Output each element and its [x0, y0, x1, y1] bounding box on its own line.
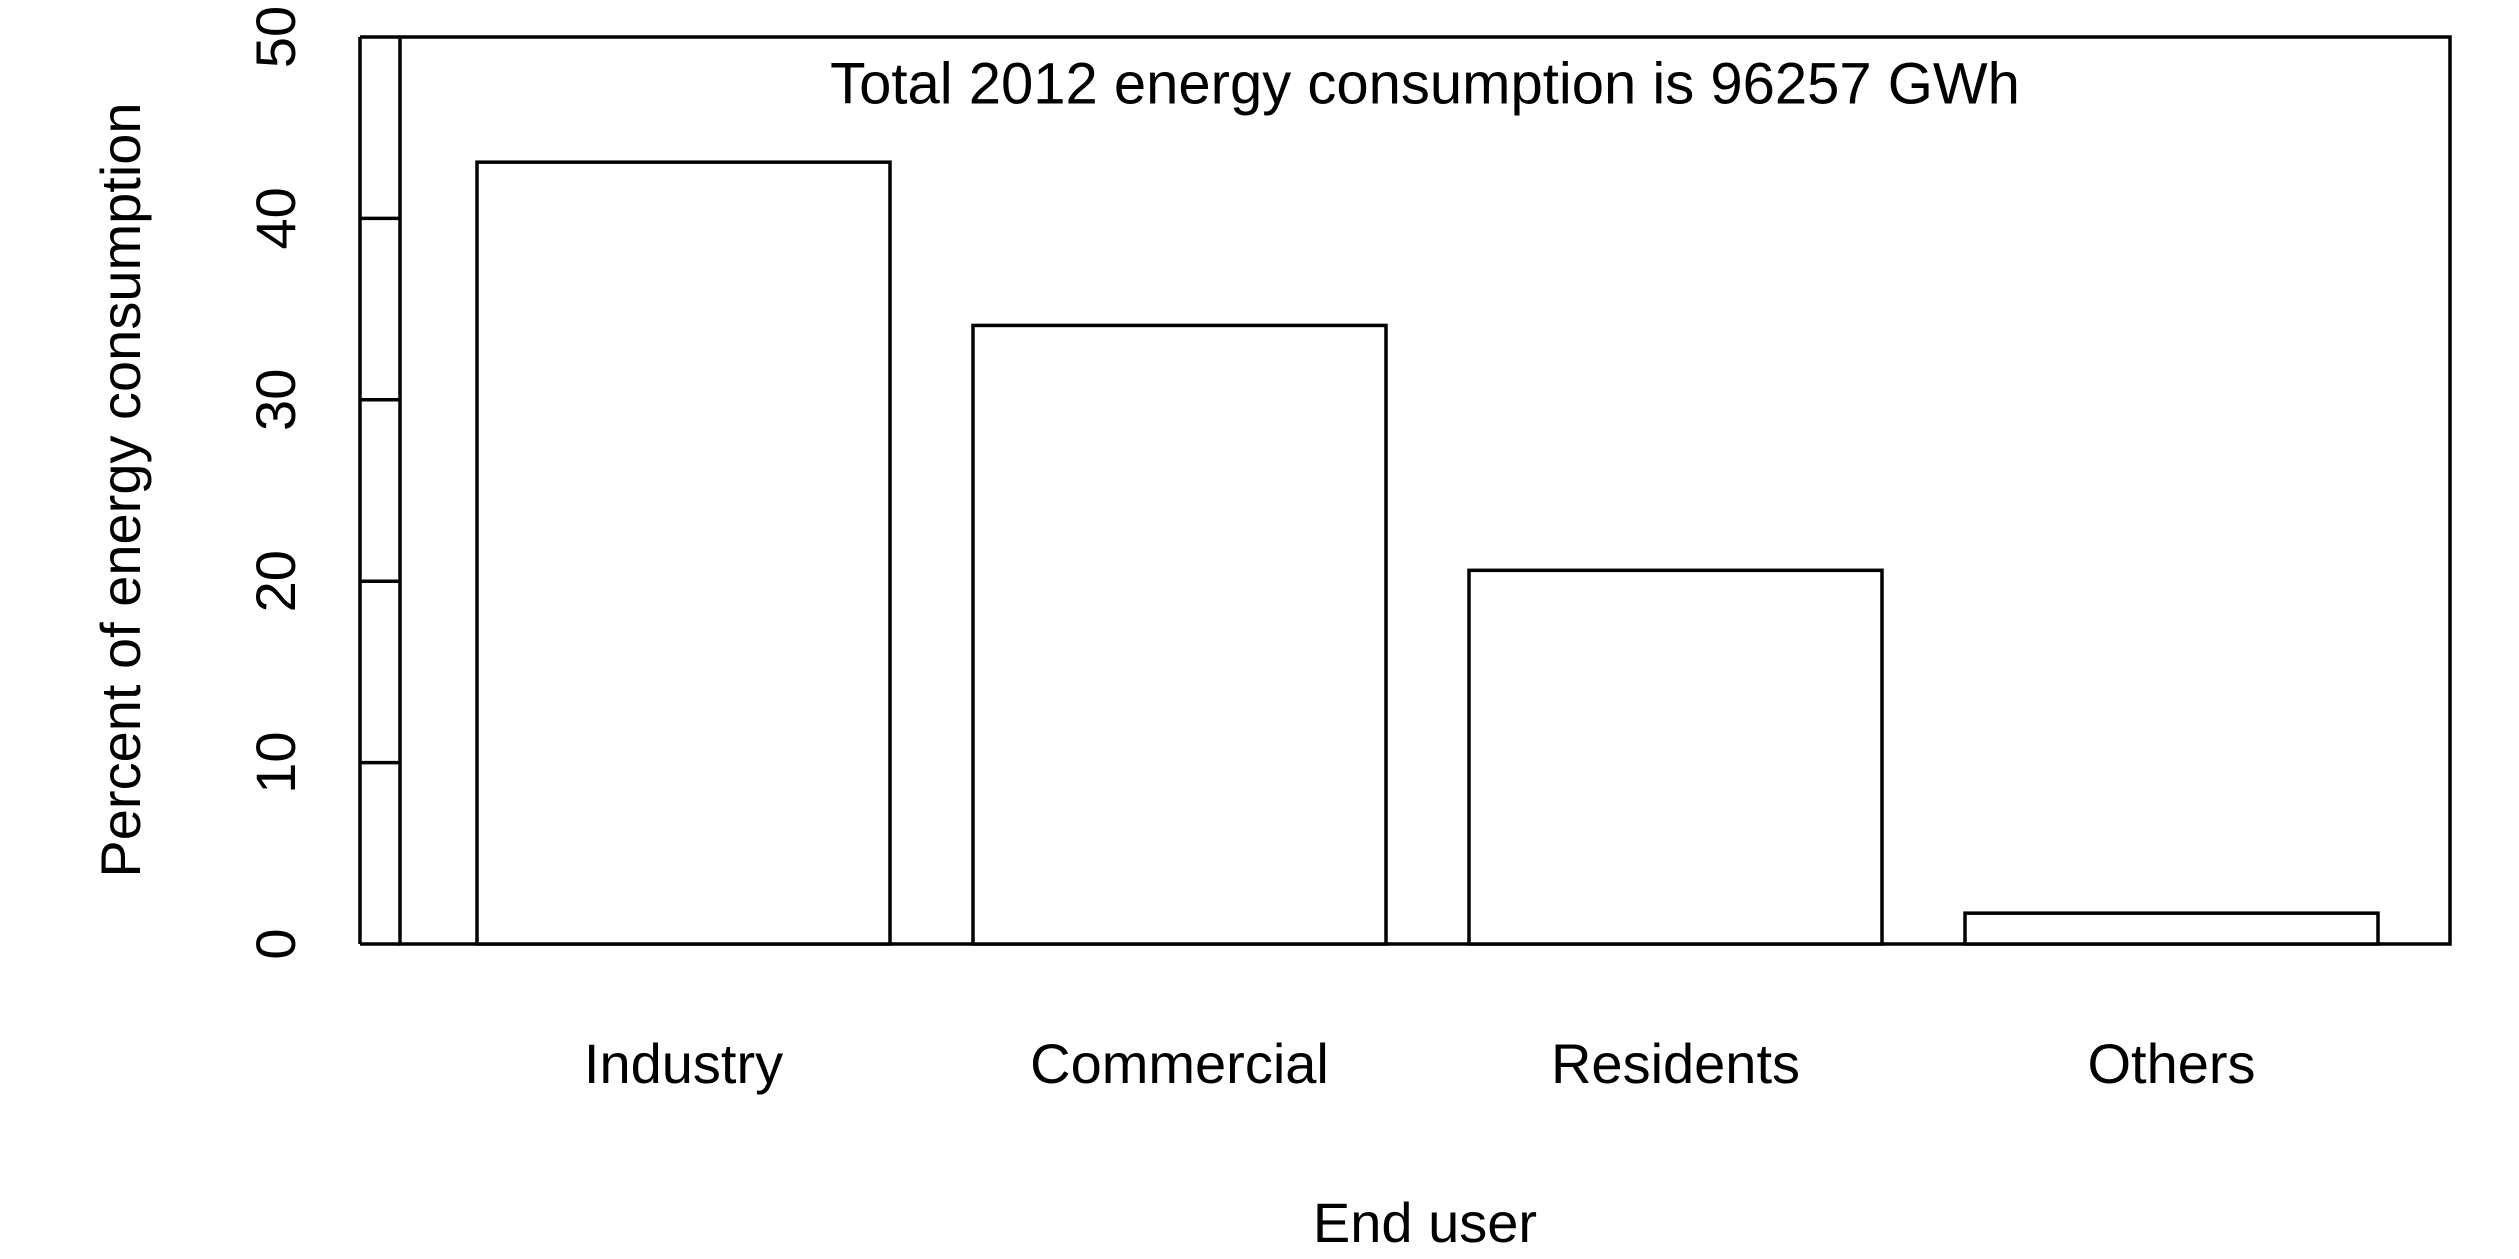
y-axis: 0 10 20 30 40 50	[244, 6, 400, 960]
y-tick-label: 0	[244, 928, 307, 959]
y-axis-title: Percent of energy consumption	[89, 102, 152, 877]
bars-group	[475, 160, 2380, 946]
bar-others	[1963, 911, 2380, 946]
chart-annotation: Total 2012 energy consumption is 96257 G…	[830, 51, 2020, 116]
bar-industry	[475, 160, 892, 946]
x-axis-labels: Industry Commercial Residents Others	[584, 1032, 2256, 1095]
x-tick-label: Industry	[584, 1032, 783, 1095]
bar-commercial	[971, 323, 1388, 946]
y-tick-label: 10	[244, 731, 307, 793]
y-tick-label: 50	[244, 6, 307, 68]
bar-residents	[1467, 568, 1884, 946]
x-tick-label: Residents	[1551, 1032, 1800, 1095]
y-tick-label: 40	[244, 187, 307, 249]
x-tick-label: Others	[2087, 1032, 2255, 1095]
x-tick-label: Commercial	[1030, 1032, 1329, 1095]
plot-frame	[398, 35, 2452, 946]
y-tick-label: 20	[244, 550, 307, 612]
x-axis-title: End user	[1313, 1191, 1537, 1254]
y-tick-label: 30	[244, 369, 307, 431]
